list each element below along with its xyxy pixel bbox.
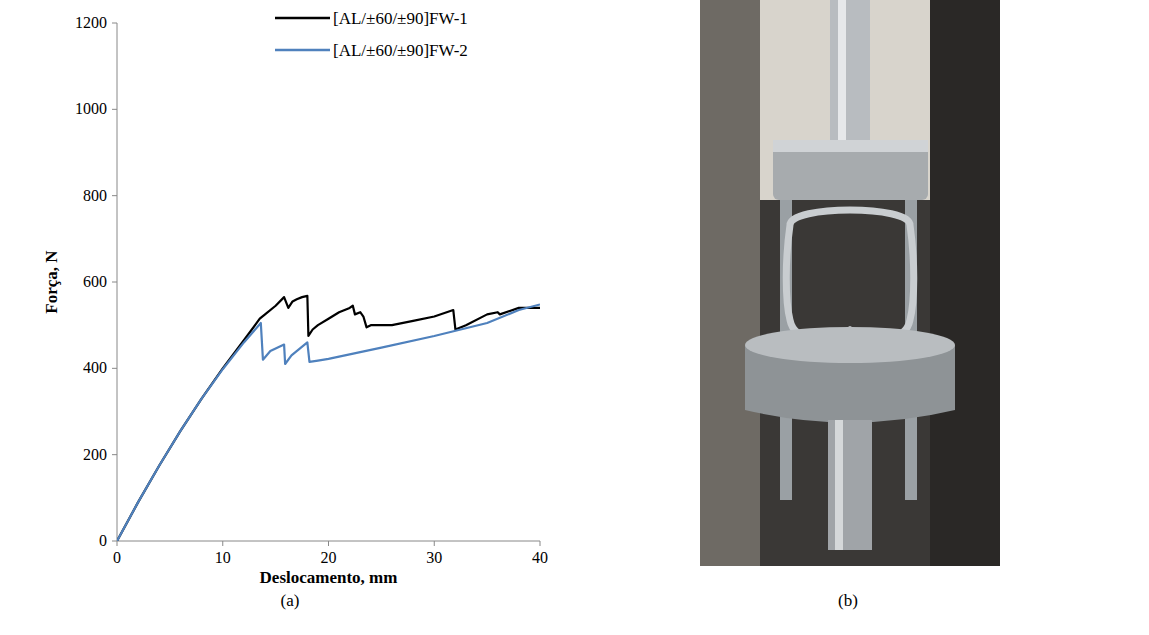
x-tick-label: 40 — [532, 549, 548, 566]
photo-rod — [830, 0, 870, 140]
legend-swatch — [275, 49, 330, 52]
x-tick-label: 10 — [215, 549, 231, 566]
photo-frame — [930, 0, 1000, 566]
y-tick-label: 800 — [83, 187, 107, 204]
x-tick — [328, 541, 329, 546]
photo-lower-platen-top — [745, 327, 955, 363]
figure: 0 200 400 600 800 1000 1200 0 10 20 30 40 Deslocamen… — [0, 0, 1149, 635]
x-tick — [117, 541, 118, 546]
y-tick — [112, 454, 117, 455]
photo-upper-platen — [773, 140, 928, 200]
photo — [700, 0, 1000, 566]
series-line — [117, 296, 540, 541]
photo-frame — [700, 0, 760, 566]
series-line — [117, 304, 540, 541]
photo-platen-top — [773, 140, 928, 152]
y-tick — [112, 368, 117, 369]
y-tick — [112, 541, 117, 542]
legend-label: [AL/±60/±90]FW-2 — [333, 41, 468, 60]
y-tick-label: 1200 — [75, 14, 107, 31]
y-tick-label: 0 — [99, 532, 107, 549]
y-tick-label: 1000 — [75, 100, 107, 117]
y-tick — [112, 282, 117, 283]
legend-swatch — [275, 17, 330, 20]
photo-specimen-ring — [786, 210, 914, 338]
panel-label: (a) — [281, 591, 300, 610]
y-tick — [112, 195, 117, 196]
x-tick — [434, 541, 435, 546]
y-axis-title: Força, N — [42, 250, 61, 314]
photo-rod-shine — [838, 0, 846, 140]
photo-lower-rod — [828, 420, 872, 550]
x-tick — [222, 541, 223, 546]
x-tick-label: 0 — [113, 549, 121, 566]
photo-background — [700, 0, 1000, 566]
y-tick — [112, 23, 117, 24]
photo-lower-rod-shine — [835, 420, 843, 550]
y-tick-label: 400 — [83, 359, 107, 376]
x-tick — [540, 541, 541, 546]
y-tick-label: 200 — [83, 446, 107, 463]
panel-label: (b) — [838, 591, 858, 610]
x-axis-title: Deslocamento, mm — [260, 568, 398, 587]
x-tick-label: 20 — [321, 549, 337, 566]
x-tick-label: 30 — [426, 549, 442, 566]
y-tick-label: 600 — [83, 273, 107, 290]
plot-area — [117, 296, 540, 541]
y-tick — [112, 109, 117, 110]
legend-label: [AL/±60/±90]FW-1 — [333, 9, 468, 28]
